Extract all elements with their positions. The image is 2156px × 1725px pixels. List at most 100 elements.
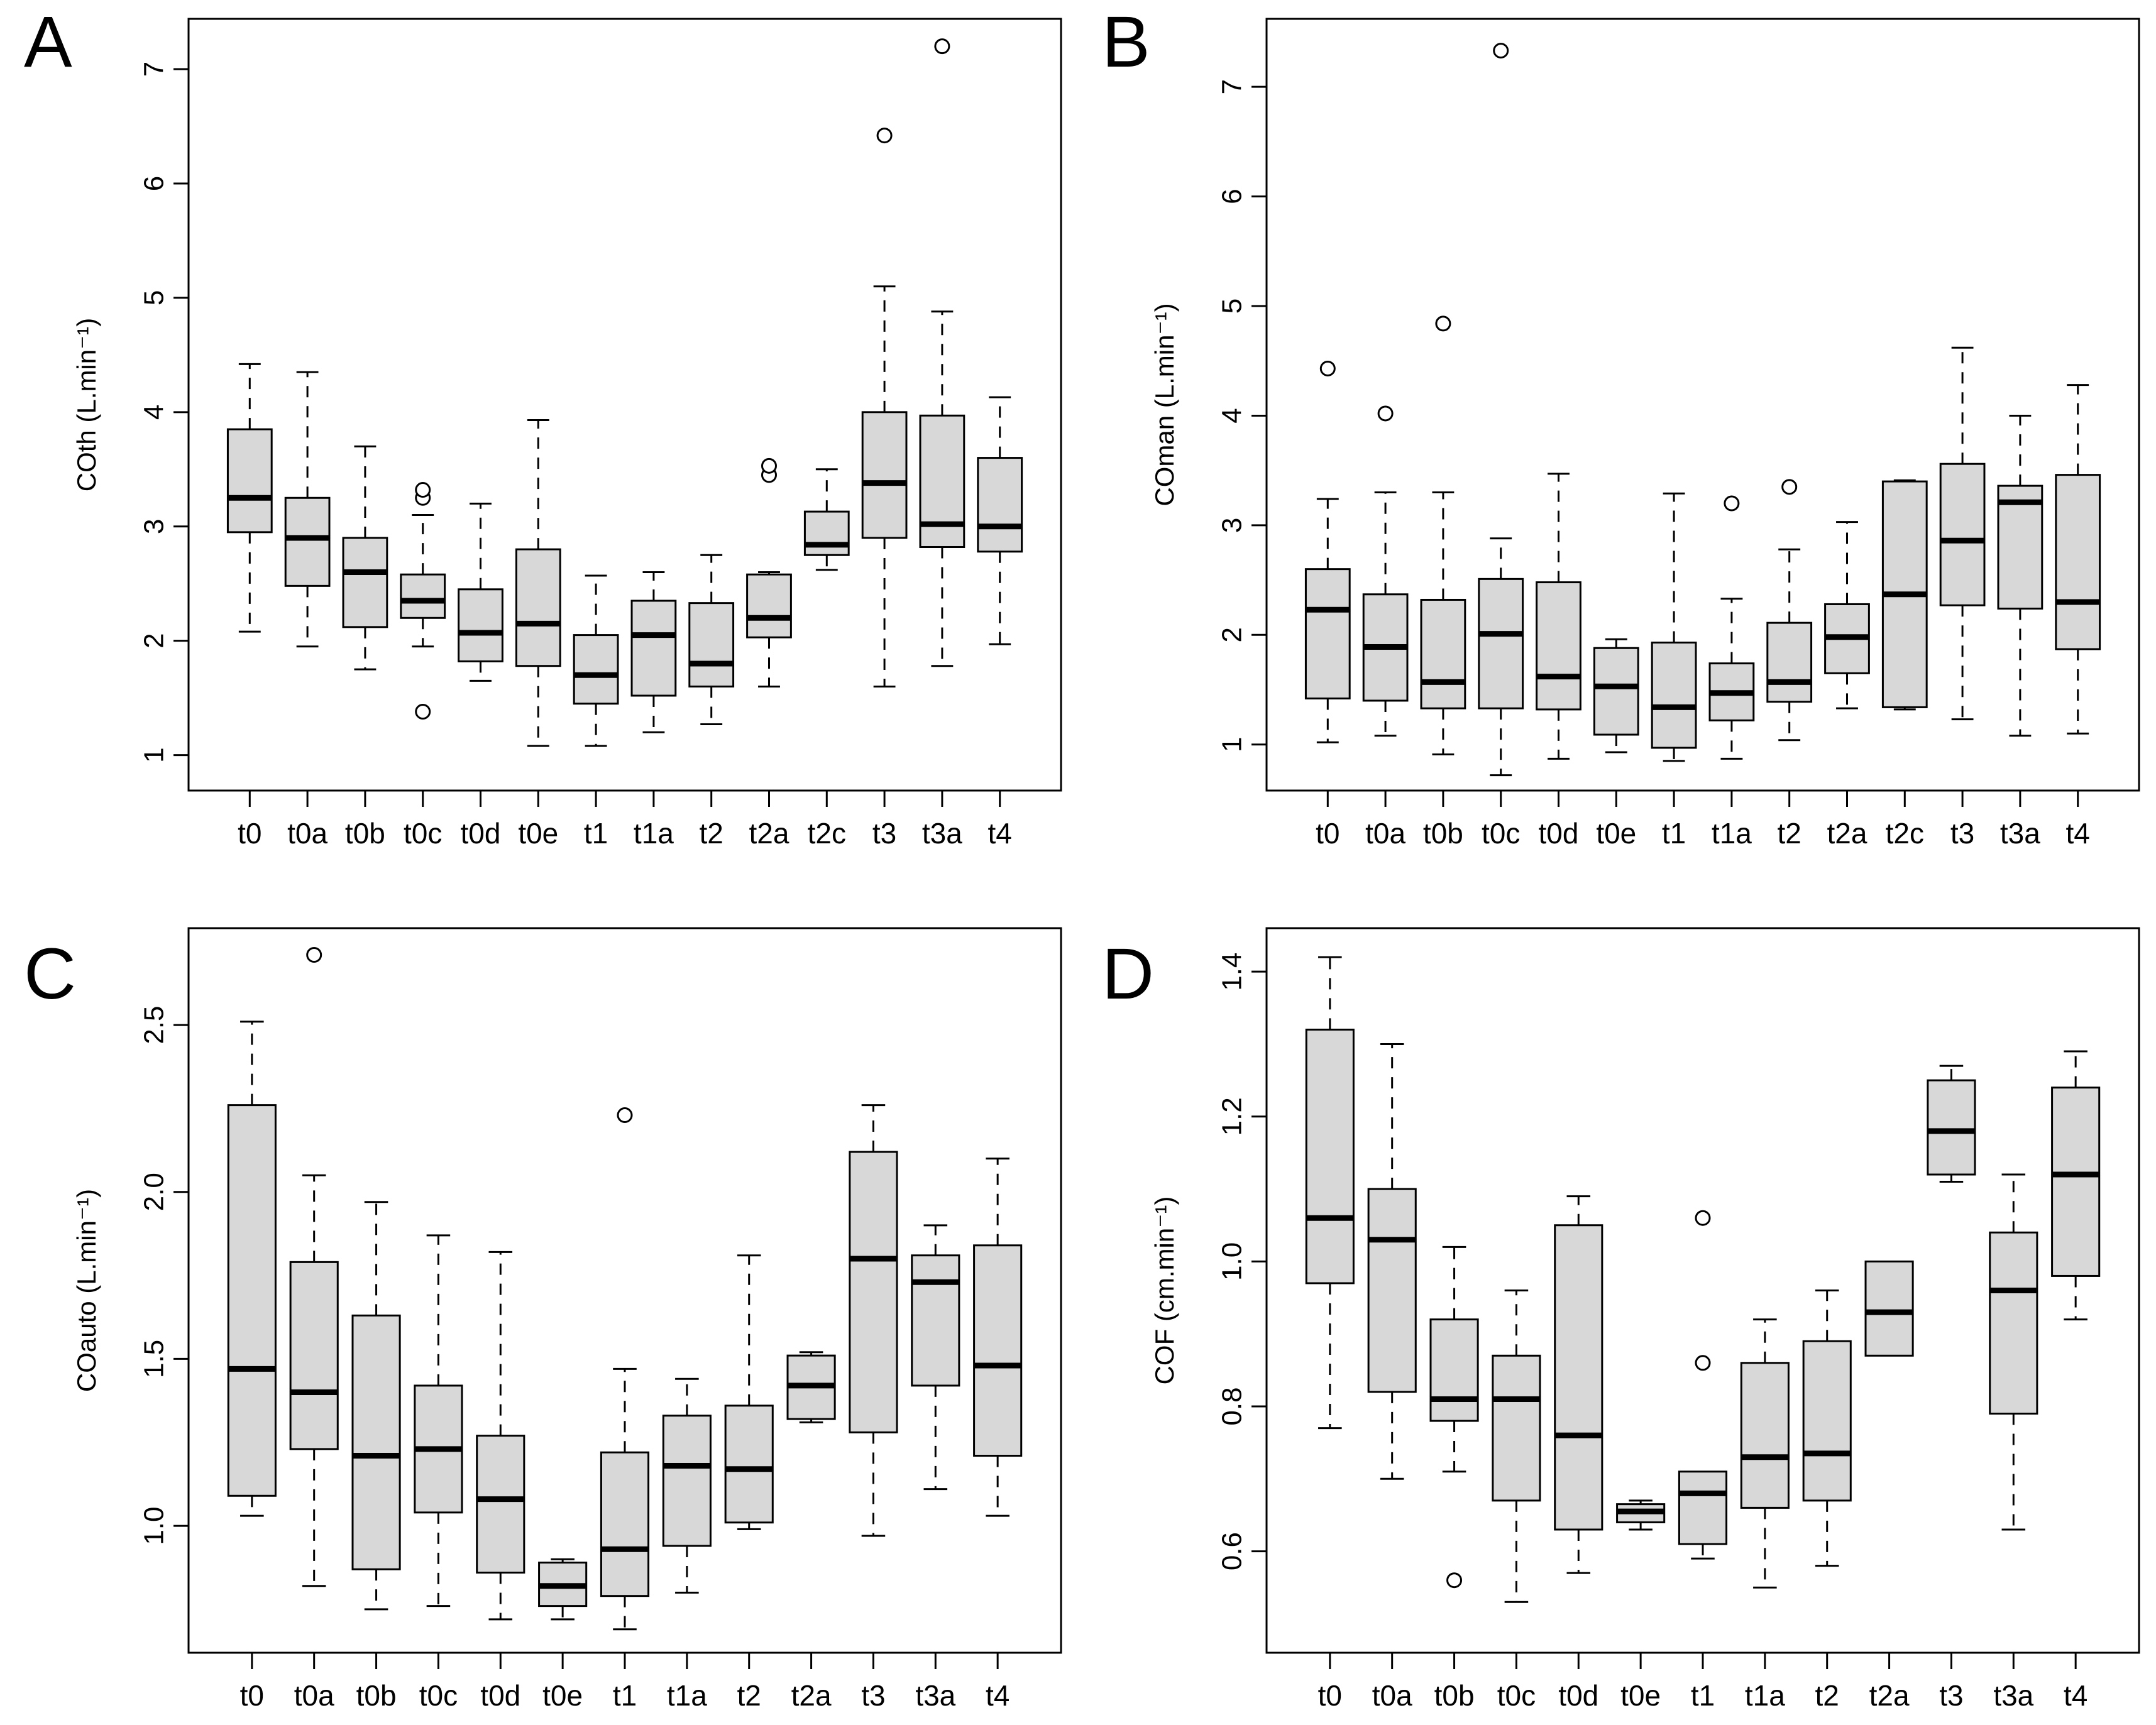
x-tick-label: t0a (1372, 1679, 1412, 1712)
outlier-point (1446, 1572, 1463, 1589)
y-tick-label: 0.8 (1217, 1387, 1248, 1425)
box (2055, 474, 2101, 650)
x-tick-label: t0 (1318, 1679, 1342, 1712)
x-tick-label: t0c (1497, 1679, 1536, 1712)
panel-a: A 1 2 3 4 5 6 7 COth (L.min⁻¹) t0 t0a t0b t0c t0d t0e… (0, 0, 1078, 862)
box (1651, 642, 1697, 749)
panel-c-letter: C (24, 934, 77, 1014)
y-tick-label: 1.2 (1217, 1097, 1248, 1136)
x-tick-label: t0b (1434, 1679, 1475, 1712)
box (342, 537, 388, 628)
box (227, 1104, 277, 1497)
box (911, 1254, 960, 1387)
y-tick-label: 7 (139, 62, 170, 77)
x-tick-label: t0d (480, 1679, 520, 1712)
box (919, 414, 965, 548)
outlier-point (1319, 360, 1336, 376)
outlier-point (415, 482, 431, 498)
x-tick-label: t1 (1691, 1679, 1715, 1712)
x-tick-label: t1a (634, 817, 674, 850)
box (458, 588, 503, 662)
x-tick-label: t2 (737, 1679, 761, 1712)
x-tick-label: t0b (1423, 817, 1463, 850)
x-tick-label: t2a (1869, 1679, 1910, 1712)
box (1593, 647, 1639, 736)
x-tick-label: t1 (1662, 817, 1686, 850)
box (1766, 622, 1813, 703)
y-tick-label: 1.4 (1217, 953, 1248, 991)
x-tick-label: t0e (542, 1679, 583, 1712)
y-axis-title: COauto (L.min⁻¹) (72, 1189, 101, 1392)
x-tick-label: t2c (1886, 817, 1924, 850)
panel-d: D 0.6 0.8 1.0 1.2 1.4 COF (cm.min⁻¹) t0 t0a t0b t… (1078, 863, 2156, 1725)
box (476, 1435, 525, 1574)
outlier-point (1377, 405, 1394, 422)
outlier-point (1724, 495, 1740, 512)
outlier-point (415, 703, 431, 720)
y-tick-label: 1 (139, 747, 170, 762)
y-tick-label: 6 (139, 176, 170, 191)
y-tick-label: 5 (139, 290, 170, 305)
x-tick-label: t0c (419, 1679, 458, 1712)
box (1492, 1354, 1541, 1502)
x-tick-label: t0 (238, 817, 261, 850)
y-tick-label: 3 (139, 519, 170, 534)
box (351, 1314, 401, 1570)
x-tick-label: t0d (461, 817, 501, 850)
x-tick-label: t0c (404, 817, 442, 850)
x-tick-label: t3a (2000, 817, 2040, 850)
box (746, 573, 792, 638)
outlier-point (934, 38, 950, 55)
box (1678, 1470, 1728, 1545)
x-tick-label: t0a (294, 1679, 334, 1712)
box (861, 411, 908, 539)
x-tick-label: t0 (1316, 817, 1339, 850)
panel-c: C 1.0 1.5 2.0 2.5 COauto (L.min⁻¹) t0 t0a t0b t0… (0, 863, 1078, 1725)
plot-border (187, 18, 1062, 792)
y-tick-label: 6 (1217, 189, 1248, 204)
x-tick-label: t2 (700, 817, 723, 850)
box (226, 428, 273, 534)
y-axis-title: COF (cm.min⁻¹) (1150, 1197, 1179, 1385)
x-tick-label: t2a (791, 1679, 832, 1712)
box (289, 1261, 339, 1450)
box (1927, 1079, 1976, 1176)
x-tick-label: t2 (1778, 817, 1801, 850)
outlier-point (617, 1107, 633, 1124)
box (1478, 578, 1524, 709)
x-tick-label: t0d (1539, 817, 1579, 850)
x-tick-label: t2a (1827, 817, 1867, 850)
outlier-point (1493, 43, 1509, 59)
x-tick-label: t3 (861, 1679, 885, 1712)
box (1536, 581, 1581, 711)
x-tick-label: t1 (584, 817, 608, 850)
y-tick-label: 1.0 (139, 1507, 170, 1545)
box (600, 1451, 650, 1597)
panel-d-letter: D (1102, 934, 1155, 1014)
x-tick-label: t2c (808, 817, 846, 850)
boxplot-coauto-svg: 1.0 1.5 2.0 2.5 COauto (L.min⁻¹) t0 t0a t0b t0c t… (72, 927, 1062, 1712)
x-tick-label: t4 (2066, 817, 2090, 850)
boxplot-cof-svg: 0.6 0.8 1.0 1.2 1.4 COF (cm.min⁻¹) t0 t0a t0b t0c… (1150, 927, 2140, 1712)
x-tick-label: t0a (1365, 817, 1405, 850)
box (724, 1405, 774, 1524)
x-tick-label: t0e (1596, 817, 1636, 850)
y-tick-label: 1 (1217, 737, 1248, 752)
box (1740, 1362, 1790, 1509)
x-tick-label: t0 (240, 1679, 264, 1712)
box (973, 1244, 1023, 1457)
box (1305, 1028, 1355, 1284)
x-tick-label: t0e (1620, 1679, 1661, 1712)
y-tick-label: 1.5 (139, 1340, 170, 1378)
boxplot-coth-svg: 1 2 3 4 5 6 7 COth (L.min⁻¹) t0 t0a t0b t0c t0d t0e t1… (72, 18, 1062, 850)
y-tick-label: 5 (1217, 298, 1248, 314)
box (1989, 1231, 2038, 1415)
y-tick-label: 1.0 (1217, 1242, 1248, 1281)
y-tick-label: 4 (1217, 408, 1248, 423)
box (515, 548, 561, 667)
x-tick-label: t3 (1939, 1679, 1963, 1712)
box (977, 457, 1023, 553)
x-tick-label: t3a (1993, 1679, 2033, 1712)
box (573, 634, 619, 705)
x-tick-label: t0d (1558, 1679, 1598, 1712)
